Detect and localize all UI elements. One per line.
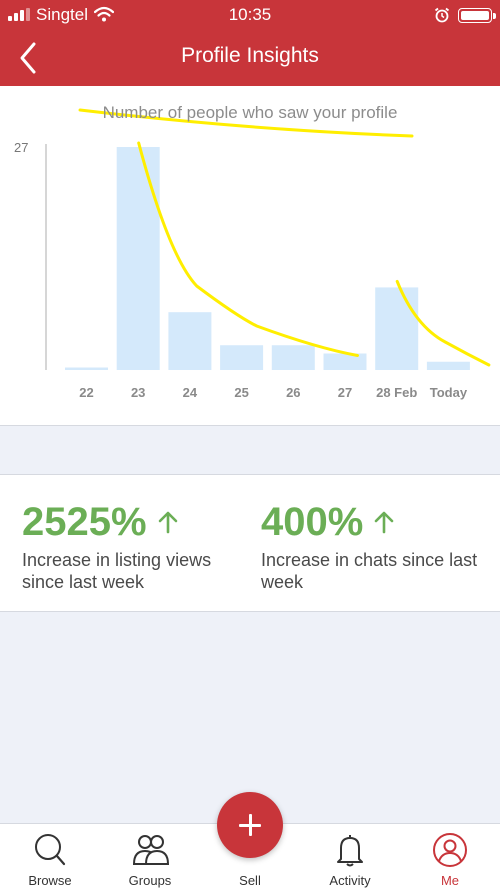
profile-views-chart: 27 22 23 24 25 26 27 28 Feb Today [14,108,491,400]
nav-bar: Profile Insights [0,30,500,86]
tab-groups[interactable]: Groups [100,824,200,889]
search-icon [35,834,66,866]
arrow-up-icon [375,511,394,534]
x-tick-label: 28 Feb [376,385,417,400]
x-tick-label: 26 [286,385,300,400]
chart-bar [375,287,419,370]
x-tick-label: 23 [131,385,145,400]
carrier-name: Singtel [36,5,88,24]
chart-bar [168,312,212,370]
signal-icon [8,8,32,21]
sell-button[interactable] [217,792,283,858]
tab-me[interactable]: Me [400,824,500,889]
chart-bar [65,367,108,370]
status-bar: Singtel 10:35 [0,0,500,30]
listing-views-increase-label: Increase in listing views since last wee… [22,550,212,592]
chart-bar [271,345,315,370]
page-title: Profile Insights [181,44,319,67]
plus-icon-stroke [248,814,252,836]
x-tick-label: Today [430,385,468,400]
tab-sell[interactable]: Sell [200,824,300,889]
tab-browse-label: Browse [28,873,72,888]
chats-increase-label: Increase in chats since last week [261,550,478,592]
tab-me-label: Me [440,873,460,888]
tab-sell-label: Sell [239,873,261,888]
title-underline-annotation [78,108,414,138]
chart-bar [116,147,160,370]
clock-time: 10:35 [228,5,272,24]
chart-bar [323,353,367,370]
bell-icon [337,835,363,867]
x-tick-label: 22 [79,385,93,400]
listing-views-increase-value: 2525% [22,499,147,544]
chart-bar [220,345,264,370]
chats-stat: 400% Increase in chats since last week [261,499,481,593]
chats-increase-value: 400% [261,499,364,544]
x-tick-label: 24 [183,385,198,400]
battery-icon [458,8,496,23]
stats-card: 2525% Increase in listing views since la… [0,474,500,612]
tab-groups-label: Groups [128,873,172,888]
trend-annotation-right [395,279,491,367]
profile-views-chart-card: 27 22 23 24 25 26 27 28 Feb Today Number of peop… [0,86,500,426]
chevron-left-icon [20,42,36,74]
tab-browse[interactable]: Browse [0,824,100,889]
back-button[interactable] [12,38,48,78]
tab-activity[interactable]: Activity [300,824,400,889]
x-tick-label: 27 [338,385,352,400]
arrow-up-icon [158,511,177,534]
wifi-icon [94,6,114,22]
tab-activity-label: Activity [329,873,371,888]
chart-title: Number of people who saw your profile [102,103,398,122]
chart-bar [426,361,470,370]
alarm-icon [434,7,450,23]
people-icon [132,835,170,865]
trend-annotation-left [137,141,359,357]
listing-views-stat: 2525% Increase in listing views since la… [22,499,242,593]
y-tick-label: 27 [14,140,28,155]
x-tick-label: 25 [234,385,248,400]
profile-icon [433,833,467,867]
